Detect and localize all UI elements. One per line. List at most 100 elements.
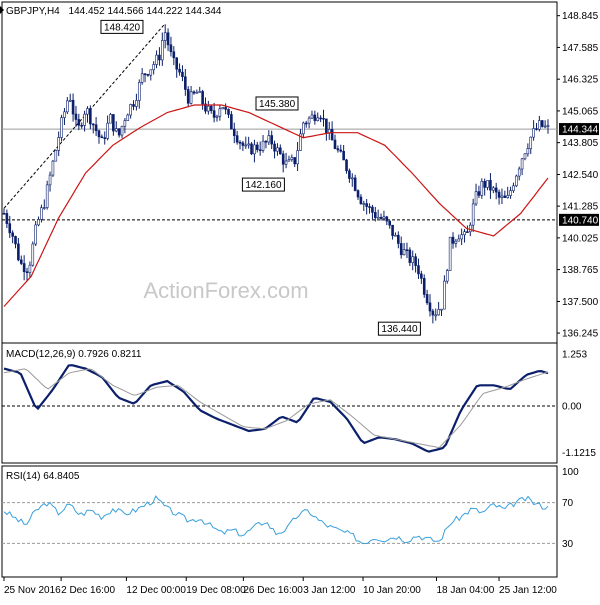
candle-body: [37, 219, 40, 226]
candle-body: [132, 104, 135, 107]
price-tick-label: 148.845: [562, 11, 599, 22]
candle: [155, 50, 158, 69]
candle: [192, 90, 196, 95]
candle-body: [207, 105, 210, 112]
candle: [276, 143, 279, 156]
candle-body: [97, 130, 101, 138]
candle-body: [339, 149, 343, 152]
x-tick-label: 18 Jan 04:00: [436, 585, 494, 596]
candle-body: [425, 294, 429, 304]
x-axis-labels: 25 Nov 2016 2 Dec 16:00 12 Dec 00:00 19 Dec…: [3, 577, 557, 596]
chart-symbol-header: GBPJPY,H4 144.452 144.566 144.222 144.34…: [6, 6, 222, 17]
candle: [255, 141, 259, 153]
candle-body: [333, 139, 337, 149]
candle-body: [255, 144, 259, 150]
candle-body: [25, 271, 29, 274]
candle: [517, 166, 521, 181]
candle: [391, 224, 394, 240]
candle-body: [532, 128, 535, 138]
candle-body: [146, 74, 150, 76]
candle: [175, 57, 178, 78]
candle: [161, 32, 164, 66]
candle: [339, 144, 343, 153]
candle-body: [166, 32, 170, 46]
candle-body: [152, 64, 155, 71]
candle-body: [428, 302, 432, 312]
candle-body: [451, 236, 455, 244]
candle-body: [42, 207, 46, 209]
candle-body: [535, 128, 538, 130]
candle: [431, 308, 435, 324]
candle: [77, 113, 81, 131]
candle-body: [382, 216, 386, 219]
candle: [451, 232, 455, 249]
candle-body: [348, 170, 351, 179]
candle-body: [374, 212, 377, 218]
candle: [480, 178, 484, 199]
candle-body: [402, 249, 406, 256]
candle: [74, 105, 78, 128]
candle: [126, 113, 130, 121]
current-price-tag: [559, 123, 599, 136]
candle: [22, 255, 26, 281]
candle: [201, 89, 204, 110]
candle-body: [440, 308, 443, 311]
candle-body: [422, 278, 426, 295]
price-tick-label: 141.285: [562, 202, 599, 213]
candle: [474, 183, 478, 206]
candle-body: [319, 117, 322, 120]
candle: [497, 189, 501, 205]
candle: [371, 204, 374, 220]
candle: [152, 61, 155, 75]
rsi-line: [3, 495, 549, 545]
price-axis-labels: 136.245 137.500 138.765 140.025 141.285 142.5…: [559, 11, 599, 340]
candle-body: [83, 113, 86, 126]
candle: [279, 144, 282, 155]
price-annotations: 148.420 145.380 142.160 136.440: [100, 19, 421, 336]
candle-body: [89, 108, 92, 125]
candle: [91, 123, 95, 134]
candle: [270, 130, 273, 150]
support-level-tag: [559, 213, 599, 226]
candle: [195, 89, 199, 94]
candle: [457, 234, 461, 242]
candle-body: [523, 153, 527, 160]
candle: [181, 65, 184, 82]
candle: [440, 308, 443, 316]
candle-body: [512, 185, 515, 191]
candle: [244, 136, 248, 149]
candle: [310, 110, 314, 119]
price-annotation: 145.380: [255, 96, 299, 111]
candle-body: [117, 128, 121, 136]
candle: [414, 253, 417, 273]
candle-body: [172, 51, 176, 59]
candle-body: [106, 122, 109, 139]
candle-body: [63, 111, 66, 118]
candle-body: [434, 314, 438, 317]
candle: [330, 121, 334, 141]
moving-average-line: [3, 104, 549, 307]
candle-body: [184, 76, 187, 90]
candle-body: [279, 147, 282, 155]
candle: [112, 114, 115, 136]
candle-body: [155, 54, 158, 65]
candle: [48, 171, 52, 192]
rsi-title: RSI(14) 64.8405: [6, 471, 80, 482]
candle: [227, 108, 230, 119]
candle-body: [270, 135, 273, 145]
candle: [172, 46, 176, 66]
candle: [212, 102, 216, 123]
x-tick-label: 19 Dec 08:00: [186, 585, 246, 596]
candle: [34, 220, 37, 247]
candle-body: [546, 125, 550, 127]
candle: [135, 93, 138, 111]
candle: [425, 289, 429, 305]
candle: [302, 121, 305, 139]
candle: [45, 180, 49, 210]
candle-body: [474, 191, 478, 205]
candle-body: [140, 73, 144, 83]
candle-body: [417, 265, 420, 275]
candle: [149, 69, 153, 81]
candle-body: [538, 120, 541, 130]
candle-body: [492, 187, 495, 191]
